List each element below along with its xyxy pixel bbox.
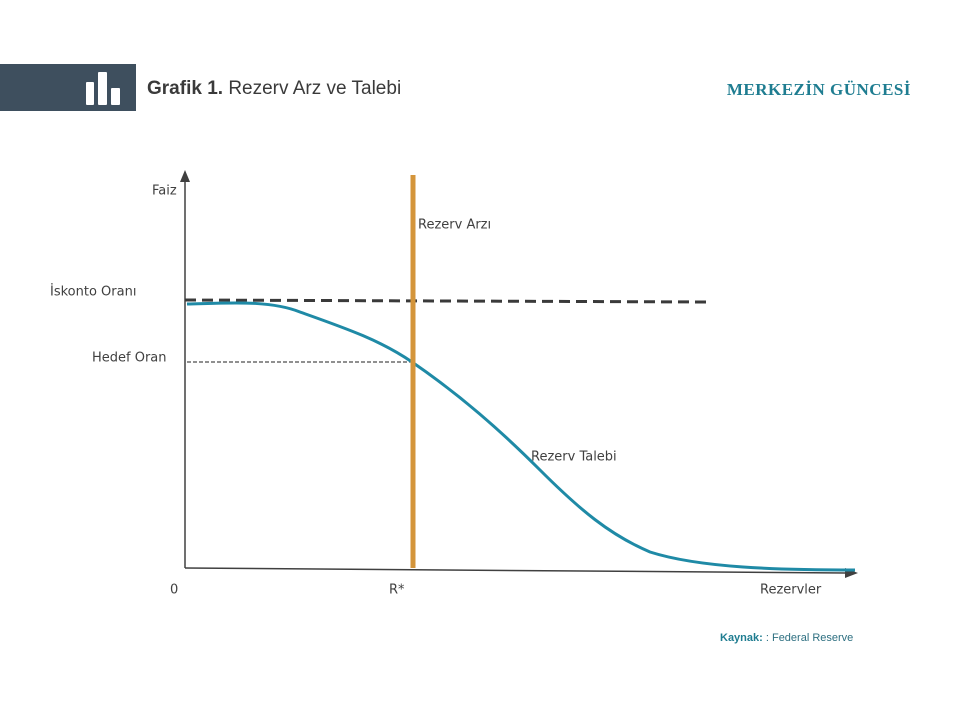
demand-curve [186,301,856,572]
title: Grafik 1. Rezerv Arz ve Talebi [147,78,401,99]
axes [180,170,858,578]
y-axis-label: Faiz [152,184,177,199]
x-axis-label: Rezervler [760,583,822,598]
demand-label: Rezerv Talebi [531,450,617,465]
brand: MERKEZİN GÜNCESİ [727,80,911,99]
supply-label: Rezerv Arzı [418,218,491,233]
discount-label: İskonto Oranı [50,284,136,300]
chart-icon [86,72,120,105]
target-label: Hedef Oran [92,351,167,366]
source: Kaynak: : Federal Reserve [720,632,853,644]
origin-label: 0 [170,583,178,598]
r-star-label: R* [389,583,405,598]
discount-line [184,298,709,304]
